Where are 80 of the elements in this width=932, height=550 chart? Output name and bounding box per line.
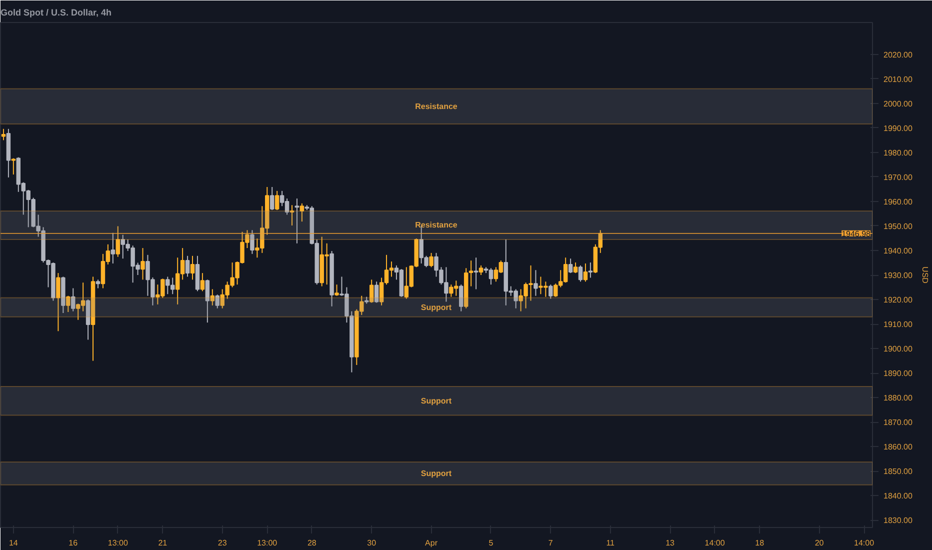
band-label: Resistance: [415, 220, 458, 230]
candlestick: [588, 262, 593, 278]
candlestick: [474, 257, 478, 290]
candlestick: [250, 230, 254, 254]
x-tick-label: 13:00: [108, 538, 128, 548]
band-label: Support: [420, 468, 452, 478]
chart-title: Gold Spot / U.S. Dollar, 4h: [0, 8, 112, 18]
candlestick: [548, 284, 553, 300]
candlestick: [66, 295, 70, 313]
y-tick-label: 1960.00: [884, 197, 913, 206]
candlestick: [116, 226, 120, 258]
candlestick: [11, 158, 16, 175]
band-label: Support: [420, 302, 452, 312]
y-tick-label: 1940.00: [884, 246, 913, 256]
x-tick-label: 28: [307, 538, 317, 548]
ref-line-label: 1946.98: [842, 229, 872, 238]
y-axis-title: USD: [920, 266, 930, 284]
x-tick-label: 13: [666, 538, 676, 548]
y-tick-label: 1880.00: [884, 394, 913, 403]
candlestick: [210, 288, 215, 306]
x-tick-label: 30: [367, 538, 377, 548]
y-tick-label: 1990.00: [884, 124, 913, 133]
y-tick-label: 1830.00: [884, 516, 913, 526]
y-tick-label: 1900.00: [884, 344, 913, 354]
x-tick-label: 13:00: [257, 538, 278, 548]
candlestick: [190, 255, 195, 280]
candlestick: [294, 198, 300, 244]
y-tick-label: 2010.00: [884, 74, 913, 84]
x-tick-label: 14:00: [854, 538, 875, 548]
x-tick-label: 7: [548, 538, 554, 548]
x-tick-label: 16: [68, 538, 78, 548]
y-tick-label: 1950.00: [884, 222, 913, 231]
candlestick: [205, 279, 210, 324]
candlestick: [71, 288, 76, 312]
candlestick: [185, 255, 190, 278]
candlestick: [200, 272, 205, 292]
candlestick: [274, 190, 280, 211]
x-tick-label: 18: [755, 538, 765, 548]
candlestick: [583, 262, 588, 282]
x-tick-label: 14:00: [704, 538, 726, 548]
y-tick-label: 2020.00: [884, 50, 913, 60]
candlestick: [86, 299, 90, 340]
candlestick: [140, 248, 145, 280]
x-tick-label: 5: [488, 538, 494, 548]
y-tick-label: 1860.00: [884, 442, 913, 452]
candlestick: [534, 270, 538, 296]
y-tick-label: 1890.00: [884, 369, 913, 378]
candlestick: [290, 204, 294, 226]
y-tick-label: 1870.00: [884, 418, 913, 428]
candlestick: [110, 232, 116, 264]
y-tick-label: 1980.00: [884, 148, 913, 158]
candlestick: [568, 258, 573, 274]
y-tick-label: 1840.00: [884, 492, 913, 501]
x-tick-label: 23: [218, 538, 228, 548]
candlestick: [459, 284, 464, 312]
y-tick-label: 2000.00: [884, 99, 913, 108]
candlestick: [300, 202, 304, 222]
candlestick: [369, 279, 374, 304]
y-tick-label: 1920.00: [884, 296, 913, 305]
x-tick-label: 11: [606, 538, 616, 548]
candlestick: [56, 272, 60, 332]
x-tick-label: Apr: [425, 538, 438, 548]
band-label: Support: [420, 396, 452, 406]
candlestick: [1, 128, 6, 141]
candlestick: [374, 281, 379, 304]
candlestick: [270, 186, 274, 211]
candlestick: [478, 264, 484, 276]
candlestick: [573, 262, 578, 274]
candlestick: [334, 284, 339, 296]
y-tick-label: 1930.00: [884, 271, 913, 280]
candlestick: [578, 264, 583, 282]
x-tick-label: 14: [8, 538, 18, 548]
candlestick: [215, 294, 220, 309]
candlestick: [429, 252, 434, 268]
y-tick-label: 1850.00: [884, 467, 913, 476]
x-tick-label: 21: [158, 538, 168, 548]
x-tick-label: 20: [814, 538, 824, 548]
y-tick-label: 1970.00: [884, 172, 913, 182]
y-tick-label: 1910.00: [884, 320, 913, 330]
band-label: Resistance: [415, 102, 458, 111]
